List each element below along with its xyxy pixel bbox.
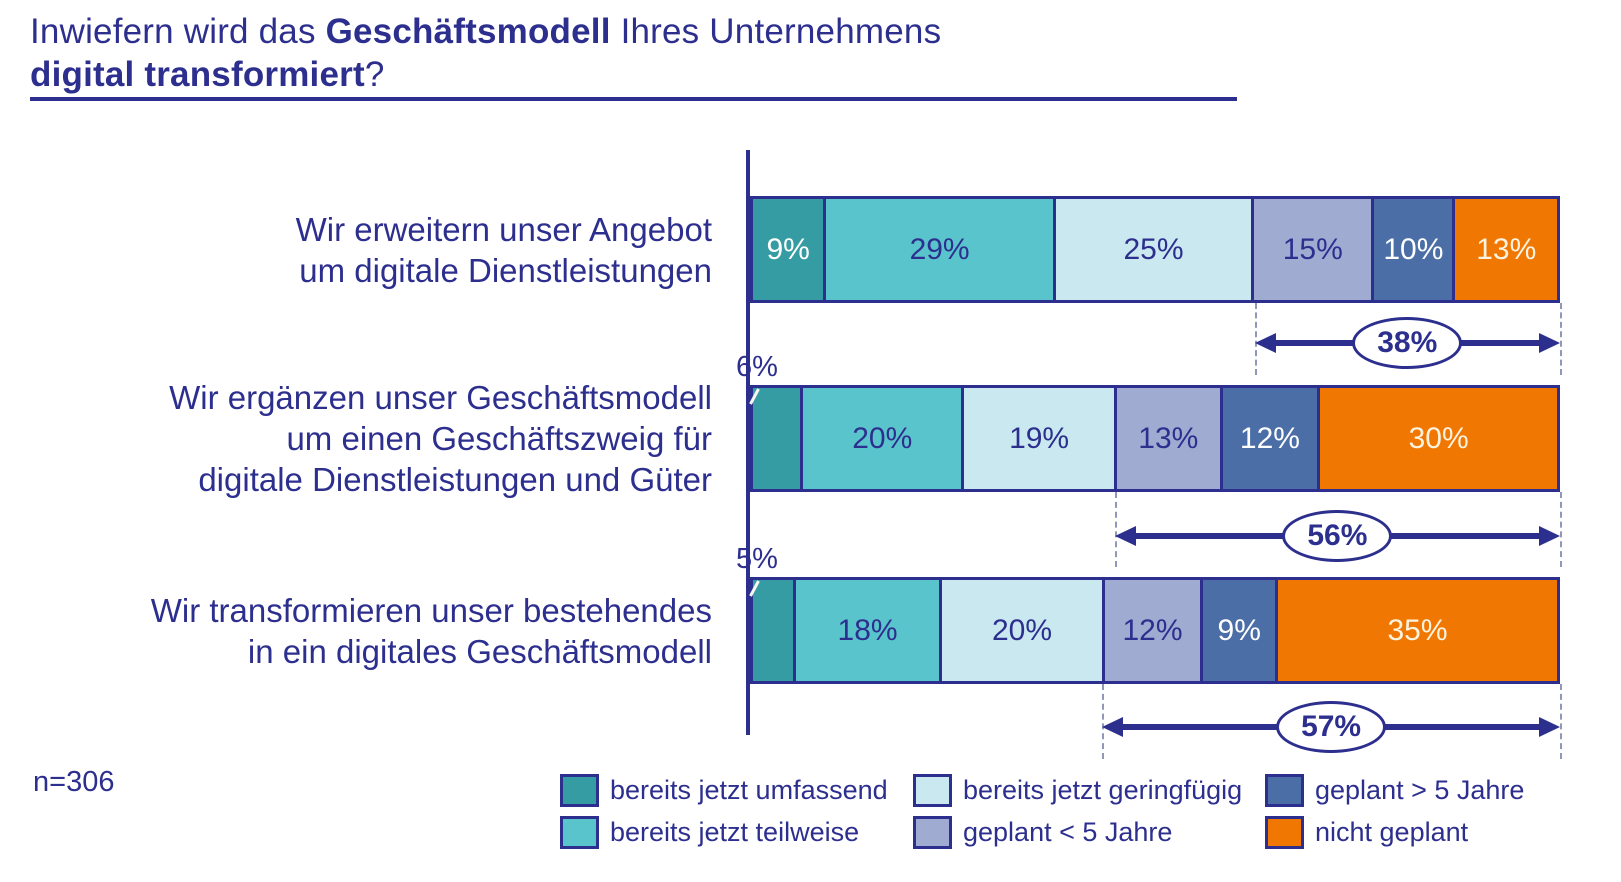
- title-part: Inwiefern wird das: [30, 12, 326, 51]
- bar-segment: 9%: [753, 199, 824, 300]
- category-label-2: Wir ergänzen unser Geschäftsmodell um ei…: [169, 379, 712, 498]
- bar-segment: 12%: [1219, 388, 1318, 489]
- bar-segment: 25%: [1052, 199, 1252, 300]
- stacked-bar-row-3: 18% 20% 12% 9% 35%: [750, 577, 1560, 684]
- outside-value-label-row-3: 5%: [736, 543, 778, 575]
- page-title: Inwiefern wird das Geschäftsmodell Ihres…: [30, 10, 941, 96]
- range-arrow: 57%: [1102, 701, 1560, 753]
- legend-label: bereits jetzt geringfügig: [963, 775, 1243, 805]
- legend-swatch-geringfuegig: [913, 774, 952, 807]
- dashed-guide-line: [1560, 492, 1562, 567]
- title-underline: [30, 97, 1237, 101]
- legend-label: nicht geplant: [1315, 817, 1469, 847]
- bar-segment: 29%: [823, 199, 1053, 300]
- bar-segment: 19%: [961, 388, 1115, 489]
- range-arrow: 56%: [1114, 510, 1561, 562]
- legend-label: geplant < 5 Jahre: [963, 817, 1173, 847]
- bar-segment: 20%: [939, 580, 1102, 681]
- legend-swatch-teilweise: [560, 816, 599, 849]
- bar-segment: [753, 388, 801, 489]
- category-label-3: Wir transformieren unser bestehendes in …: [150, 591, 712, 670]
- title-part: Ihres Unternehmens: [610, 12, 942, 51]
- bar-segment: 18%: [792, 580, 940, 681]
- annotation-oval: 56%: [1282, 510, 1393, 562]
- legend-item-nicht-geplant: nicht geplant: [1265, 816, 1524, 849]
- dashed-guide-line: [1560, 303, 1562, 375]
- legend-item-umfassend: bereits jetzt umfassend: [560, 774, 913, 807]
- legend: bereits jetzt umfassend bereits jetzt ge…: [560, 774, 1524, 849]
- bar-segment: 20%: [800, 388, 962, 489]
- title-bold-geschaeftsmodell: Geschäftsmodell: [325, 12, 611, 51]
- bar-segment: [753, 580, 793, 681]
- legend-item-geringfuegig: bereits jetzt geringfügig: [913, 774, 1265, 807]
- annotation-oval: 57%: [1276, 701, 1387, 753]
- stacked-bar-row-2: 20% 19% 13% 12% 30%: [750, 385, 1560, 492]
- sample-size-note: n=306: [33, 766, 115, 798]
- outside-value-label-row-2: 6%: [736, 351, 778, 383]
- category-label-1: Wir erweitern unser Angebot um digitale …: [295, 210, 712, 289]
- stacked-bar-row-1: 9% 29% 25% 15% 10% 13%: [750, 196, 1560, 303]
- bar-segment: 12%: [1101, 580, 1201, 681]
- legend-swatch-geplant-ueber-5-jahre: [1265, 774, 1304, 807]
- y-axis-line: [746, 150, 750, 735]
- bar-segment: 10%: [1371, 199, 1453, 300]
- legend-swatch-geplant-unter-5-jahre: [913, 816, 952, 849]
- legend-swatch-nicht-geplant: [1265, 816, 1304, 849]
- bar-segment: 30%: [1317, 388, 1557, 489]
- legend-item-geplant-ueber-5-jahre: geplant > 5 Jahre: [1265, 774, 1524, 807]
- legend-item-teilweise: bereits jetzt teilweise: [560, 816, 913, 849]
- title-bold-digital-transformiert: digital transformiert: [30, 55, 365, 94]
- dashed-guide-line: [1560, 684, 1562, 759]
- legend-label: bereits jetzt teilweise: [610, 817, 860, 847]
- bar-segment: 9%: [1200, 580, 1276, 681]
- bar-segment: 13%: [1114, 388, 1220, 489]
- title-part: ?: [364, 55, 385, 94]
- bar-segment: 35%: [1275, 580, 1557, 681]
- legend-item-geplant-unter-5-jahre: geplant < 5 Jahre: [913, 816, 1265, 849]
- range-arrow: 38%: [1254, 317, 1561, 369]
- bar-segment: 15%: [1251, 199, 1372, 300]
- legend-label: geplant > 5 Jahre: [1315, 775, 1525, 805]
- legend-swatch-umfassend: [560, 774, 599, 807]
- legend-label: bereits jetzt umfassend: [610, 775, 888, 805]
- bar-segment: 13%: [1452, 199, 1557, 300]
- annotation-oval: 38%: [1352, 317, 1463, 369]
